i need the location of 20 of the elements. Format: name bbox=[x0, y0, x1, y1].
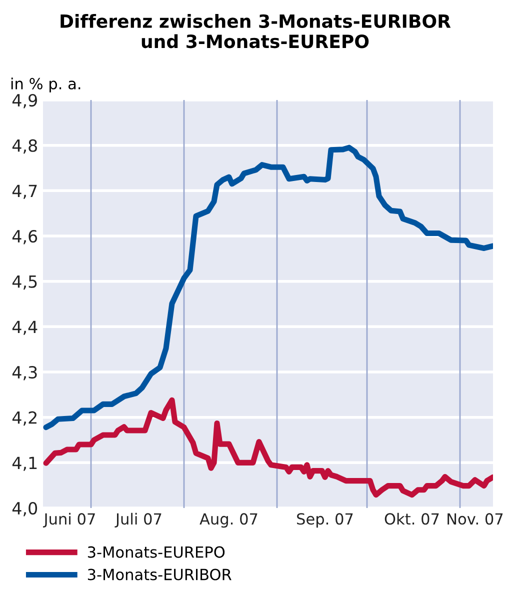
y-tick-label: 4,9 bbox=[12, 94, 37, 108]
legend-label: 3-Monats-EURIBOR bbox=[88, 568, 232, 580]
y-tick-label: 4,8 bbox=[12, 139, 37, 154]
x-tick-label: Juni 07 bbox=[43, 512, 95, 528]
x-tick-label: Juli 07 bbox=[114, 512, 162, 528]
chart-title: Differenz zwischen 3-Monats-EURIBOR und 3-Monats-EUREPO bbox=[60, 14, 451, 48]
y-tick-label: 4,7 bbox=[12, 184, 37, 199]
y-tick-label: 4,2 bbox=[12, 411, 36, 426]
y-axis-title: in % p. a. bbox=[11, 78, 80, 92]
legend-label: 3-Monats-EUREPO bbox=[88, 546, 225, 558]
x-tick-label: Aug. 07 bbox=[200, 513, 258, 528]
x-tick-label: Okt. 07 bbox=[384, 512, 439, 525]
y-tick-label: 4,0 bbox=[12, 502, 38, 516]
y-tick-label: 4,5 bbox=[12, 276, 37, 290]
y-tick-label: 4,4 bbox=[12, 320, 38, 335]
y-tick-label: 4,6 bbox=[12, 230, 38, 244]
y-tick-label: 4,3 bbox=[12, 366, 37, 380]
x-tick-label: Sep. 07 bbox=[297, 513, 353, 528]
y-tick-label: 4,1 bbox=[12, 456, 37, 471]
x-tick-label: Nov. 07 bbox=[448, 513, 503, 525]
